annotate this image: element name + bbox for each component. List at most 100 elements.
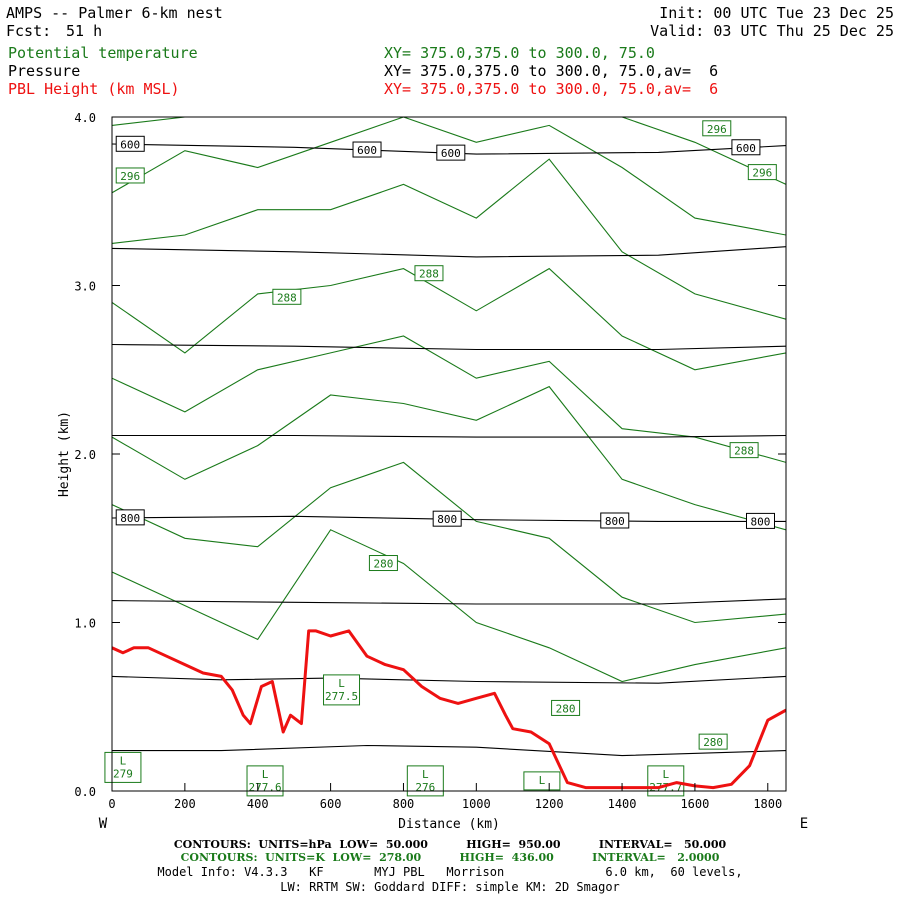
theta-label: 280 — [556, 702, 576, 715]
isobar-650 — [112, 246, 786, 258]
theta-contour-2 — [112, 385, 786, 531]
isobar-950 — [112, 744, 786, 757]
x-tick-label: 800 — [393, 797, 415, 811]
isobar-label: 600 — [357, 144, 377, 157]
theta-label-box — [729, 442, 759, 459]
isobar-label: 800 — [437, 513, 457, 526]
west-end-label: W — [99, 816, 108, 832]
footer-pressure-contours: CONTOURS: UNITS=hPa LOW= 50.000 HIGH= 95… — [173, 838, 727, 851]
low-marker-letter: L — [662, 768, 669, 781]
isobar-label-box — [115, 509, 145, 526]
isobar-850 — [112, 598, 786, 605]
theta-label: 288 — [277, 291, 297, 304]
x-tick-label: 1800 — [753, 797, 782, 811]
theta-label: 280 — [703, 736, 723, 749]
y-tick-label: 0.0 — [74, 785, 96, 799]
x-tick-label: 1000 — [462, 797, 491, 811]
isobar-label-box — [745, 512, 775, 529]
y-tick-label: 2.0 — [74, 448, 96, 462]
x-tick-label: 1200 — [535, 797, 564, 811]
isobar-800 — [112, 515, 786, 522]
theta-label-box — [698, 733, 728, 750]
low-marker-value: 277.6 — [248, 781, 281, 794]
footer-theta-contours: CONTOURS: UNITS=K LOW= 278.00 HIGH= 436.… — [180, 851, 720, 864]
y-tick-label: 3.0 — [74, 280, 96, 294]
field-pbl-xy: XY= 375.0,375.0 to 300.0, 75.0,av= 6 — [384, 80, 719, 98]
field-pbl-label: PBL Height (km MSL) — [8, 80, 180, 98]
theta-label: 288 — [734, 445, 754, 458]
valid-time: Valid: 03 UTC Thu 25 Dec 25 — [650, 22, 894, 40]
low-marker-box — [323, 674, 361, 706]
x-tick-label: 1400 — [608, 797, 637, 811]
footer-physics-info: LW: RRTM SW: Goddard DIFF: simple KM: 2D… — [280, 880, 620, 894]
isobar-label: 800 — [751, 515, 771, 528]
theta-label: 296 — [707, 123, 727, 136]
theta-label-box — [551, 699, 581, 716]
isobar-label: 600 — [441, 147, 461, 160]
forecast-label: Fcst: — [6, 22, 52, 40]
theta-contour-7 — [112, 117, 786, 185]
isobar-label-box — [352, 141, 382, 158]
theta-label-box — [368, 555, 398, 572]
x-tick-label: 400 — [247, 797, 269, 811]
theta-contour-4 — [112, 267, 786, 371]
theta-label-box — [414, 265, 444, 282]
field-pressure-xy: XY= 375.0,375.0 to 300.0, 75.0,av= 6 — [384, 62, 719, 80]
theta-contour-3 — [112, 335, 786, 463]
theta-label: 296 — [120, 170, 140, 183]
low-marker-letter: L — [338, 677, 345, 690]
theta-contour-6 — [112, 117, 786, 236]
theta-label-box — [115, 167, 145, 184]
theta-label-box — [272, 288, 302, 305]
plot-frame — [111, 116, 787, 792]
isobar-label-box — [432, 510, 462, 527]
isobar-700 — [112, 343, 786, 351]
theta-label: 288 — [419, 268, 439, 281]
east-end-label: E — [800, 816, 808, 832]
y-tick-label: 4.0 — [74, 111, 96, 125]
theta-contour-0 — [112, 529, 786, 683]
isobar-label-box — [436, 144, 466, 161]
x-tick-label: 600 — [320, 797, 342, 811]
init-time: Init: 00 UTC Tue 23 Dec 25 — [659, 4, 894, 22]
low-marker-box — [104, 751, 142, 783]
theta-label: 296 — [752, 167, 772, 180]
pbl-height-line — [112, 629, 786, 790]
isobar-label: 800 — [605, 515, 625, 528]
isobar-label-box — [600, 512, 630, 529]
low-marker-value: 279 — [113, 767, 133, 780]
isobar-600 — [112, 143, 786, 155]
field-theta-xy: XY= 375.0,375.0 to 300.0, 75.0 — [384, 44, 655, 62]
low-marker-letter: L — [262, 768, 269, 781]
isobar-label: 600 — [120, 138, 140, 151]
field-theta-label: Potential temperature — [8, 44, 198, 62]
x-tick-label: 0 — [108, 797, 115, 811]
low-marker-box — [523, 771, 561, 791]
isobar-label: 800 — [120, 512, 140, 525]
isobar-label-box — [731, 139, 761, 156]
forecast-hour: 51 h — [66, 22, 103, 40]
theta-label-box — [702, 120, 732, 137]
theta-contour-5 — [112, 158, 786, 320]
low-marker-letter: L — [120, 754, 127, 767]
y-axis-title: Height (km) — [57, 411, 72, 497]
theta-label-box — [747, 164, 777, 181]
x-tick-label: 1600 — [680, 797, 709, 811]
isobar-750 — [112, 434, 786, 438]
field-pressure-label: Pressure — [8, 62, 81, 80]
low-marker-value: 277.5 — [325, 690, 358, 703]
y-tick-label: 1.0 — [74, 617, 96, 631]
isobar-label-box — [115, 135, 145, 152]
model-title: AMPS -- Palmer 6-km nest — [6, 4, 223, 22]
theta-label: 280 — [373, 558, 393, 571]
x-axis-title: Distance (km) — [398, 817, 500, 832]
low-marker-letter: L — [422, 768, 429, 781]
low-marker-value: 276 — [415, 781, 435, 794]
theta-contour-1 — [112, 461, 786, 624]
low-marker-letter: L — [539, 774, 546, 787]
isobar-900 — [112, 675, 786, 684]
isobar-label: 600 — [736, 142, 756, 155]
footer-model-info: Model Info: V4.3.3 KF MYJ PBL Morrison 6… — [157, 865, 743, 879]
x-tick-label: 200 — [174, 797, 196, 811]
